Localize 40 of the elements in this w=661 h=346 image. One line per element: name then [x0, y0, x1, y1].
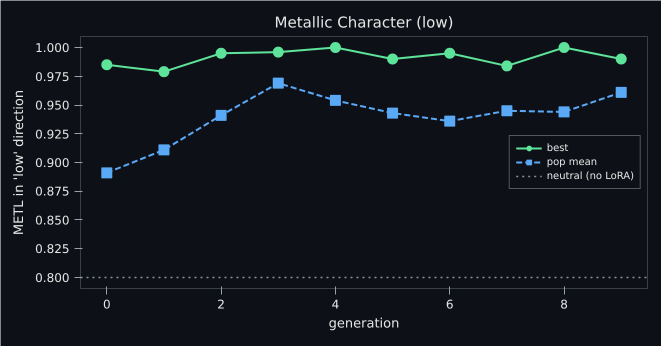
- point: [616, 86, 627, 98]
- point: [101, 59, 112, 70]
- point: [444, 48, 456, 59]
- point: [158, 144, 170, 156]
- legend-label: best: [546, 142, 568, 154]
- y-tick-label: 0.825: [35, 242, 70, 256]
- legend-label: pop mean: [546, 156, 598, 168]
- x-tick-label: 6: [446, 298, 454, 312]
- x-tick-label: 8: [560, 298, 568, 312]
- chart-title: Metallic Character (low): [274, 14, 454, 32]
- point: [387, 54, 398, 65]
- y-axis-title: METL in 'low' direction: [12, 90, 28, 236]
- y-tick-label: 0.900: [35, 156, 70, 170]
- x-axis-title: generation: [328, 316, 400, 332]
- x-tick-label: 0: [102, 298, 111, 312]
- point: [272, 46, 284, 58]
- y-tick-label: 1.000: [35, 41, 70, 56]
- point: [616, 54, 627, 65]
- point: [330, 42, 341, 54]
- y-tick-label: 0.950: [35, 98, 70, 113]
- point: [272, 78, 284, 89]
- x-tick-label: 2: [217, 298, 225, 312]
- point: [216, 48, 227, 59]
- point: [558, 106, 570, 118]
- y-tick-label: 0.975: [35, 70, 70, 84]
- point: [216, 110, 227, 121]
- point: [501, 60, 512, 72]
- y-tick-label: 0.800: [35, 270, 70, 285]
- y-tick-label: 0.850: [35, 213, 70, 228]
- point: [501, 105, 512, 116]
- point: [387, 108, 398, 119]
- point: [558, 42, 570, 54]
- point: [444, 116, 456, 127]
- legend-label: neutral (no LoRA): [546, 170, 634, 182]
- y-tick-label: 0.925: [35, 127, 70, 142]
- point: [330, 94, 341, 106]
- point: [158, 66, 170, 78]
- y-tick-label: 0.875: [35, 184, 70, 199]
- x-tick-label: 4: [332, 298, 340, 312]
- point: [101, 167, 112, 178]
